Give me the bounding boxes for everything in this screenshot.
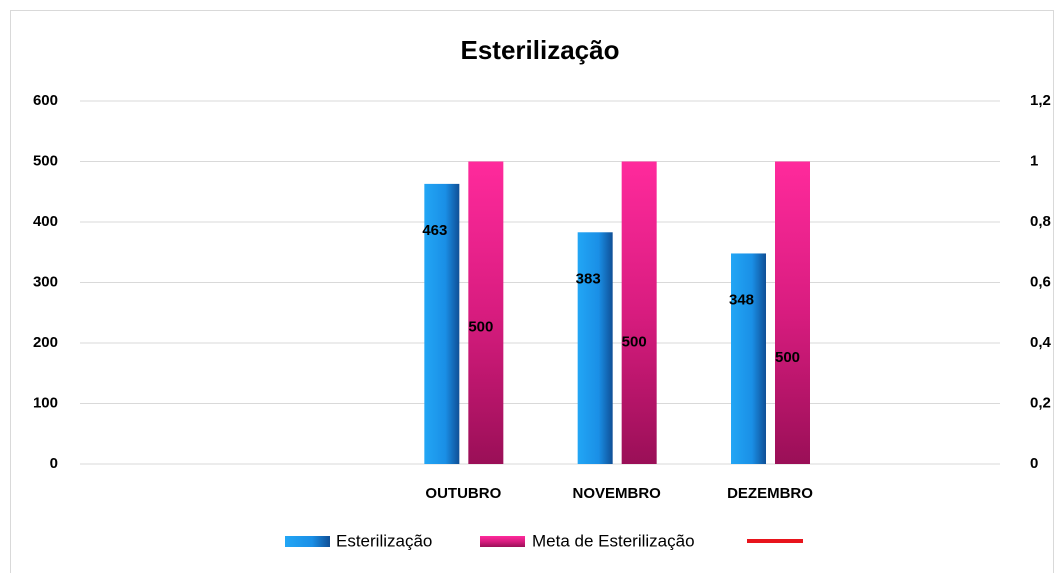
data-label: 500 [622, 334, 647, 351]
y2-tick-label: 1,2 [1030, 92, 1051, 109]
data-label: 383 [576, 270, 601, 287]
legend-swatch [480, 536, 525, 547]
bar [621, 161, 657, 464]
x-tick-label: DEZEMBRO [727, 485, 813, 502]
y2-tick-label: 1 [1030, 152, 1038, 169]
x-tick-label: NOVEMBRO [572, 485, 661, 502]
bar [468, 161, 504, 464]
legend-swatch [285, 536, 330, 547]
bar [775, 161, 810, 464]
bar [424, 183, 460, 464]
y-tick-label: 200 [33, 334, 58, 351]
y2-tick-label: 0 [1030, 455, 1038, 472]
y-tick-label: 0 [50, 455, 58, 472]
data-label: 500 [775, 349, 800, 366]
y-tick-label: 400 [33, 213, 58, 230]
y2-tick-label: 0,4 [1030, 334, 1052, 351]
y-tick-label: 100 [33, 394, 58, 411]
legend-label: Esterilização [336, 531, 432, 550]
y-tick-label: 300 [33, 273, 58, 290]
y2-tick-label: 0,2 [1030, 394, 1051, 411]
legend-label: Meta de Esterilização [532, 531, 695, 550]
bar [731, 253, 766, 464]
y2-tick-label: 0,6 [1030, 273, 1051, 290]
x-tick-label: OUTUBRO [425, 485, 501, 502]
y-tick-label: 500 [33, 152, 58, 169]
data-label: 463 [422, 222, 447, 239]
chart-title: Esterilização [461, 35, 620, 65]
y-tick-label: 600 [33, 92, 58, 109]
bar [577, 232, 613, 464]
data-label: 348 [729, 291, 754, 308]
y2-tick-label: 0,8 [1030, 213, 1051, 230]
chart-frame [10, 10, 1054, 573]
data-label: 500 [468, 318, 493, 335]
